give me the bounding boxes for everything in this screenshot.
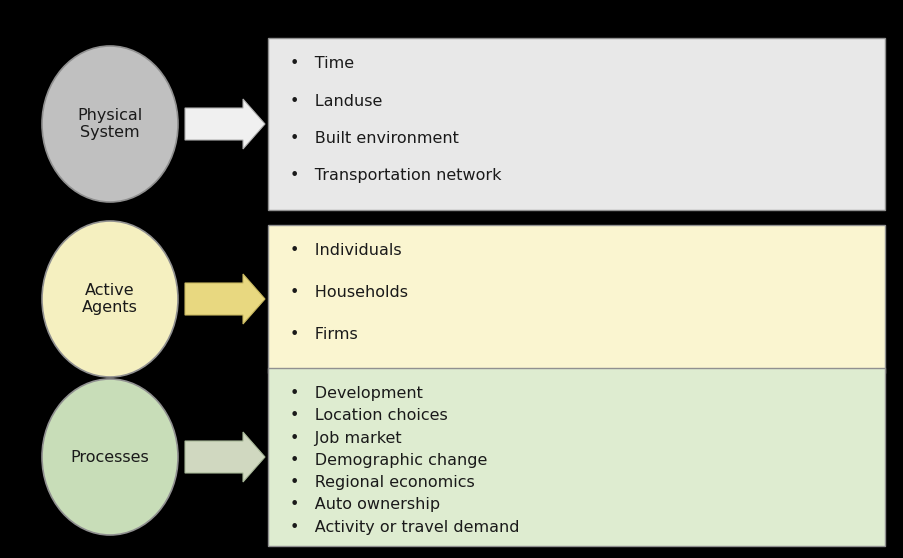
FancyArrow shape — [185, 432, 265, 482]
Text: Physical
System: Physical System — [78, 108, 143, 140]
Bar — [267, 368, 884, 546]
Ellipse shape — [42, 46, 178, 202]
Bar — [267, 38, 884, 210]
Text: •   Location choices: • Location choices — [290, 408, 447, 424]
FancyArrow shape — [185, 99, 265, 149]
Ellipse shape — [42, 221, 178, 377]
Text: Active
Agents: Active Agents — [82, 283, 138, 315]
Ellipse shape — [42, 379, 178, 535]
Text: •   Development: • Development — [290, 386, 423, 401]
Text: •   Landuse: • Landuse — [290, 94, 382, 109]
Text: Processes: Processes — [70, 450, 149, 464]
Text: •   Built environment: • Built environment — [290, 131, 459, 146]
Text: •   Households: • Households — [290, 285, 407, 300]
FancyArrow shape — [185, 274, 265, 324]
Text: •   Individuals: • Individuals — [290, 243, 401, 258]
Text: •   Regional economics: • Regional economics — [290, 475, 474, 490]
Text: •   Activity or travel demand: • Activity or travel demand — [290, 519, 519, 535]
Text: •   Firms: • Firms — [290, 327, 358, 342]
Text: •   Job market: • Job market — [290, 431, 401, 446]
Bar — [267, 225, 884, 373]
Text: •   Time: • Time — [290, 56, 354, 71]
Text: •   Demographic change: • Demographic change — [290, 453, 487, 468]
Text: •   Auto ownership: • Auto ownership — [290, 497, 440, 512]
Text: •   Transportation network: • Transportation network — [290, 169, 501, 184]
